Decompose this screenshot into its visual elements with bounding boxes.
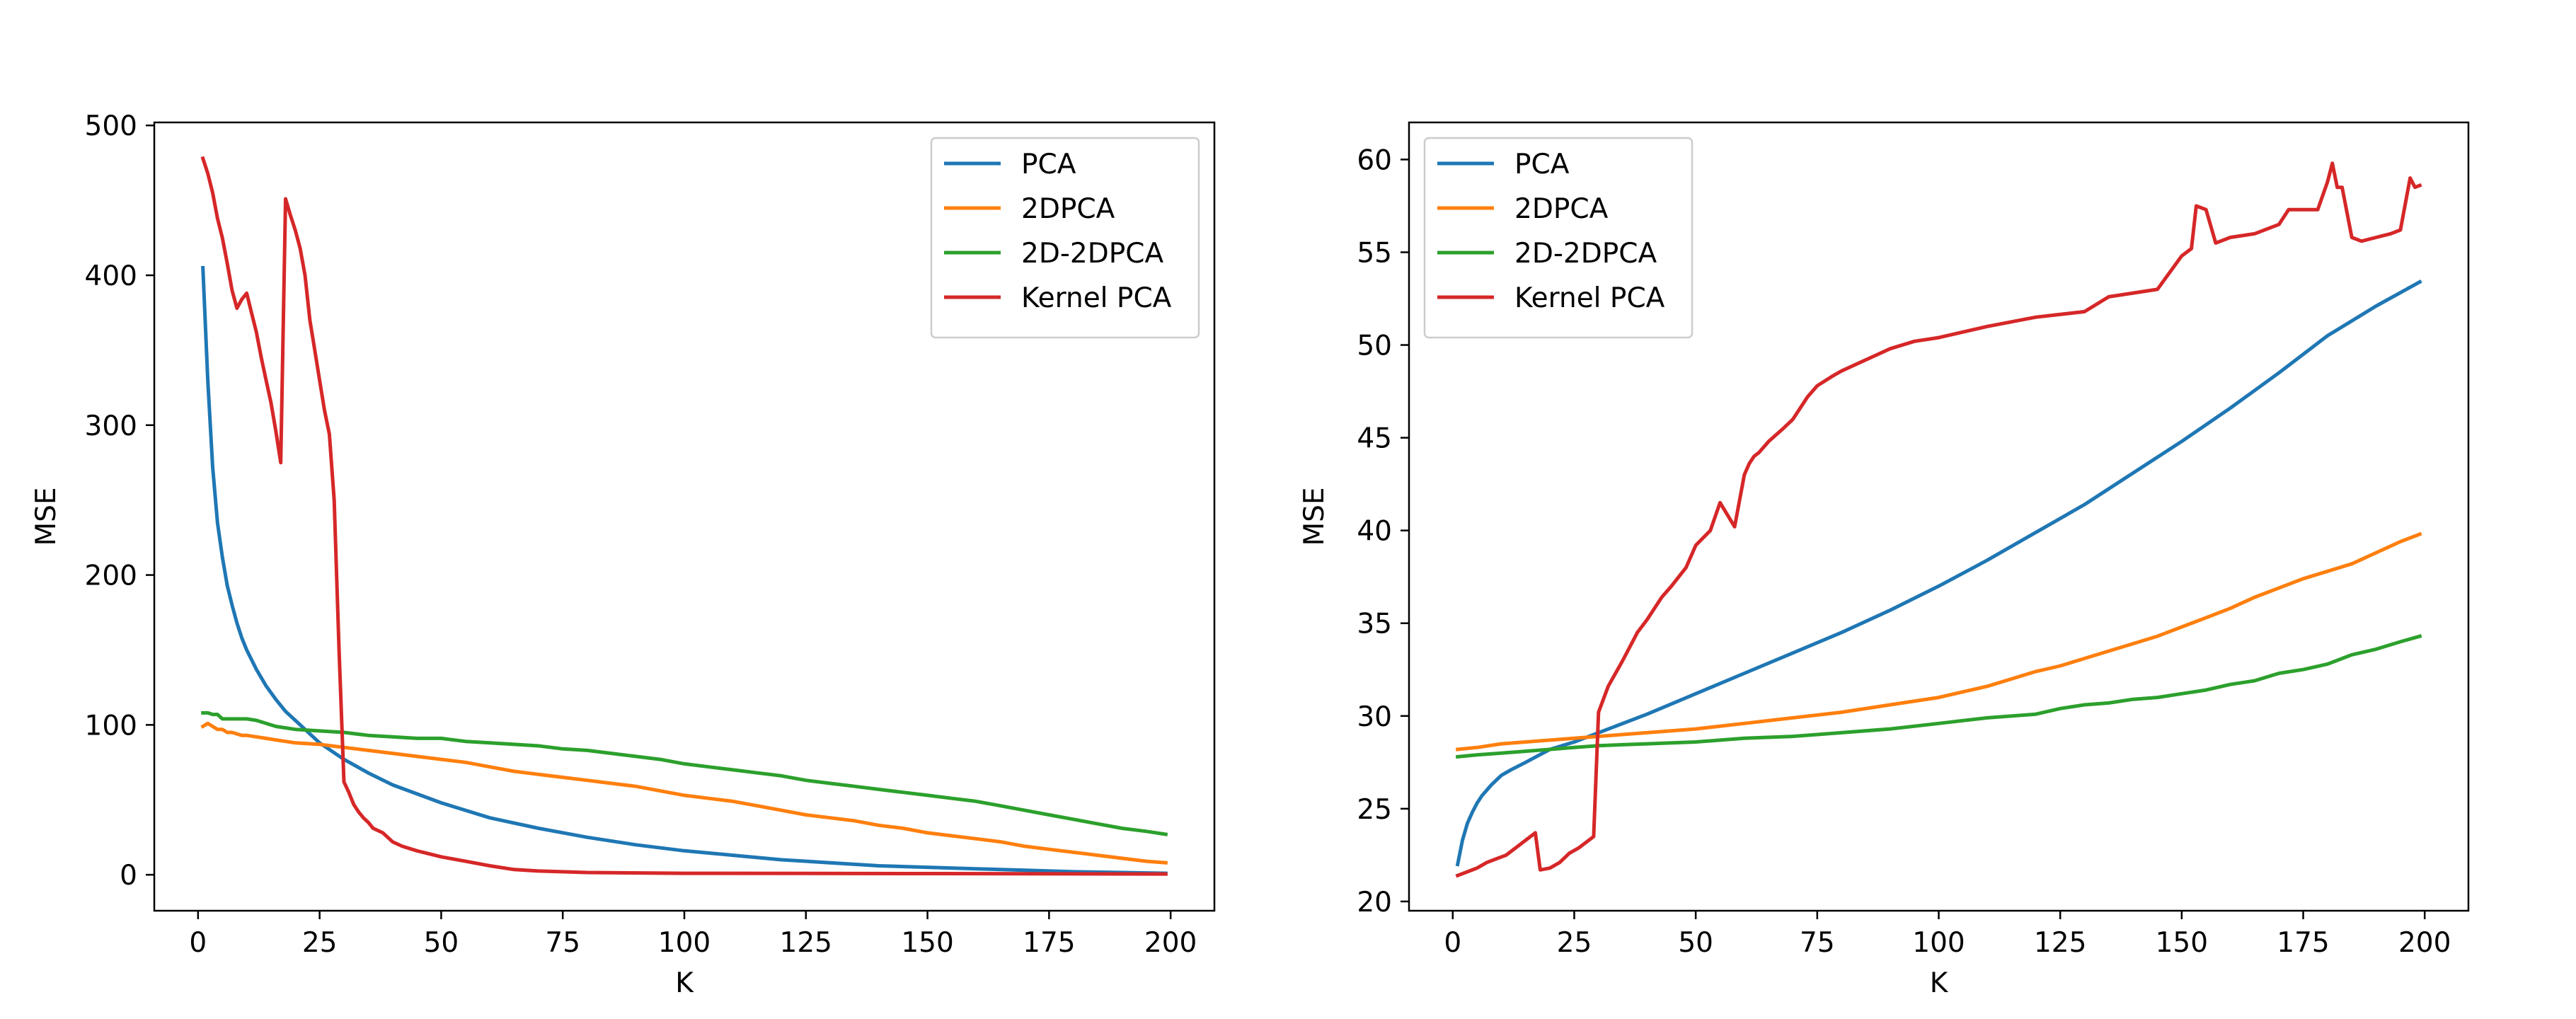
x-tick-label: 50 xyxy=(424,927,459,959)
y-tick-label: 25 xyxy=(1357,794,1392,826)
y-tick-label: 200 xyxy=(85,560,137,592)
legend-entry-label: PCA xyxy=(1021,149,1076,180)
x-tick-label: 0 xyxy=(189,927,207,959)
y-tick-label: 40 xyxy=(1357,516,1392,548)
y-tick-label: 0 xyxy=(120,860,137,892)
x-tick-label: 75 xyxy=(545,927,580,959)
x-tick-label: 25 xyxy=(302,927,338,959)
series-line-2dpca xyxy=(200,721,1168,865)
x-tick-label: 125 xyxy=(780,927,832,959)
y-tick-label: 300 xyxy=(85,410,137,442)
x-tick-label: 50 xyxy=(1678,927,1713,959)
y-tick-label: 35 xyxy=(1357,609,1392,640)
y-tick-label: 45 xyxy=(1357,423,1392,455)
legend: PCA 2DPCA 2D-2DPCA Kernel PCA xyxy=(930,137,1200,339)
y-tick-label: 100 xyxy=(85,710,137,742)
x-tick-label: 150 xyxy=(901,927,953,959)
legend-entry-label: 2DPCA xyxy=(1021,193,1115,225)
x-tick-label: 0 xyxy=(1444,927,1461,959)
x-tick-label: 125 xyxy=(2034,927,2086,959)
series-line-2dpca xyxy=(1455,531,2422,752)
x-axis-label: K xyxy=(1930,967,1949,999)
x-tick-label: 25 xyxy=(1557,927,1592,959)
legend-entry-label: Kernel PCA xyxy=(1021,282,1172,314)
series-line-2d-2dpca xyxy=(201,710,1168,836)
y-tick-label: 500 xyxy=(85,110,137,142)
series-line-2d-2dpca xyxy=(1455,634,2422,759)
x-axis-label: K xyxy=(675,967,694,999)
y-axis-label: MSE xyxy=(30,487,62,546)
y-tick-label: 20 xyxy=(1357,887,1392,919)
x-tick-label: 100 xyxy=(1912,927,1965,959)
chart-right: 0 25 50 75 100 125 150 175 200 20 25 30 35 40 45 50 55 60… xyxy=(1299,121,2470,999)
plot-area xyxy=(1455,161,2422,878)
y-tick-label: 60 xyxy=(1357,144,1392,176)
legend: PCA 2DPCA 2D-2DPCA Kernel PCA xyxy=(1423,137,1694,339)
x-tick-label: 100 xyxy=(658,927,711,959)
legend-entry-label: Kernel PCA xyxy=(1514,282,1665,314)
series-line-kernel-pca xyxy=(1455,161,2422,878)
legend-entry-label: PCA xyxy=(1514,149,1570,180)
plot-area xyxy=(200,156,1168,876)
x-tick-label: 175 xyxy=(2277,927,2329,959)
x-tick-label: 200 xyxy=(2398,927,2451,959)
x-tick-label: 200 xyxy=(1144,927,1197,959)
x-tick-label: 150 xyxy=(2156,927,2208,959)
y-tick-label: 400 xyxy=(85,260,137,292)
series-line-pca xyxy=(201,265,1168,875)
legend-entry-label: 2DPCA xyxy=(1514,193,1609,225)
chart-left: 0 25 50 75 100 125 150 175 200 0 100 200 300 400 500 K M… xyxy=(30,110,1216,999)
y-tick-label: 55 xyxy=(1357,237,1392,269)
y-tick-label: 50 xyxy=(1357,330,1392,362)
legend-entry-label: 2D-2DPCA xyxy=(1021,238,1164,270)
series-line-pca xyxy=(1455,280,2422,867)
legend-entry-label: 2D-2DPCA xyxy=(1514,238,1657,270)
x-tick-label: 75 xyxy=(1800,927,1835,959)
series-line-kernel-pca xyxy=(200,156,1168,876)
x-tick-label: 175 xyxy=(1023,927,1075,959)
y-tick-label: 30 xyxy=(1357,701,1392,733)
y-axis-label: MSE xyxy=(1299,487,1330,546)
